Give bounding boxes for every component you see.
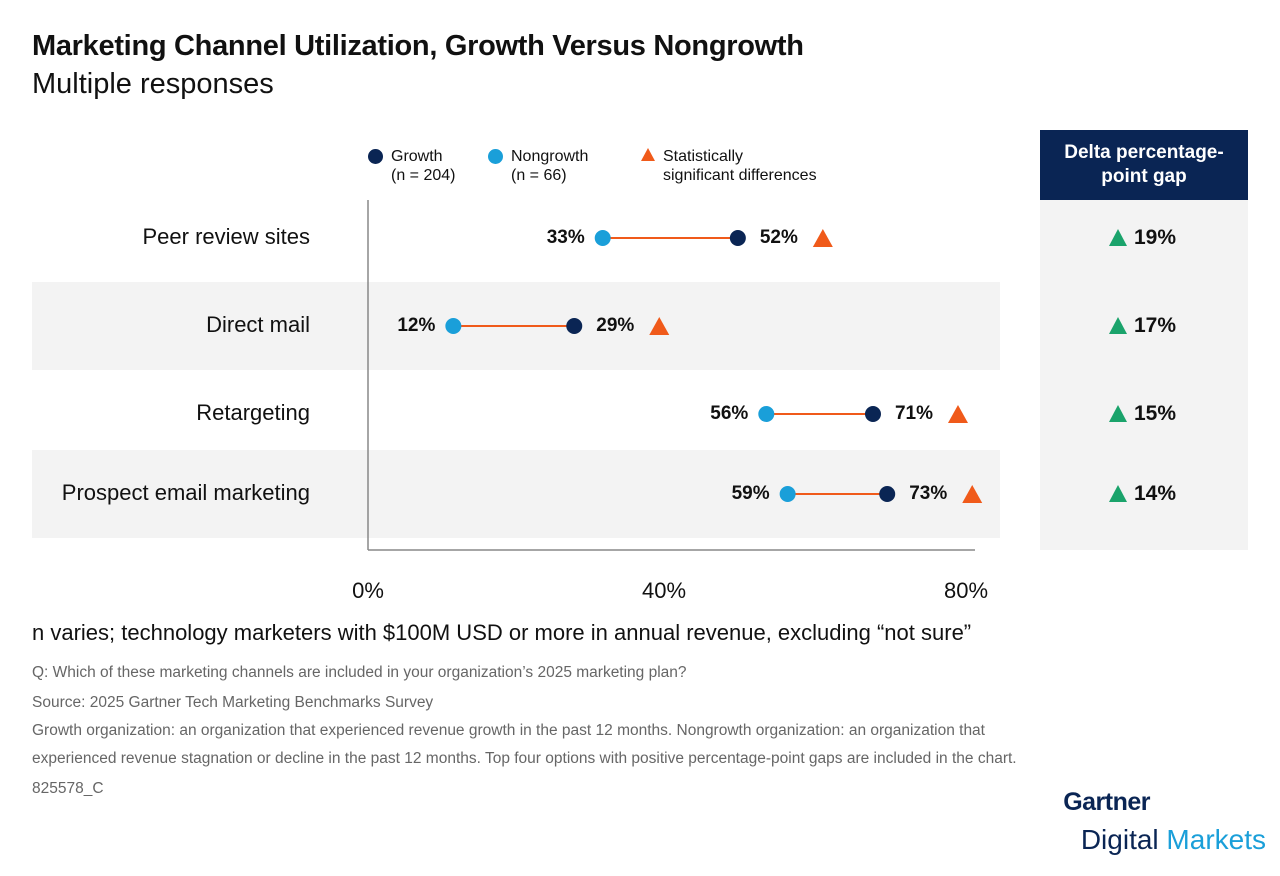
growth-dot xyxy=(879,486,896,502)
delta-up-triangle xyxy=(1109,317,1127,334)
delta-header-text: Delta percentage-point gap xyxy=(1064,142,1224,187)
delta-header: Delta percentage-point gap xyxy=(1040,130,1248,200)
delta-up-triangle xyxy=(1109,405,1127,422)
chart-title: Marketing Channel Utilization, Growth Ve… xyxy=(32,30,804,62)
growth-dot xyxy=(729,230,746,246)
significance-triangle xyxy=(649,317,670,335)
chart-subtitle: Multiple responses xyxy=(32,68,274,100)
delta-up-triangle xyxy=(1109,485,1127,502)
category-label: Peer review sites xyxy=(142,224,310,249)
note-source: Source: 2025 Gartner Tech Marketing Benc… xyxy=(32,694,434,711)
growth-dot xyxy=(566,318,583,334)
nongrowth-dot-icon xyxy=(488,149,503,164)
nongrowth-dot xyxy=(779,486,796,502)
x-tick-label: 40% xyxy=(641,578,687,603)
legend-growth-n: (n = 204) xyxy=(391,167,456,184)
legend-growth-label: Growth xyxy=(391,148,443,165)
category-label: Prospect email marketing xyxy=(61,480,310,505)
growth-value-label: 29% xyxy=(596,315,635,336)
significance-triangle xyxy=(947,405,968,423)
delta-marks xyxy=(1100,200,1140,550)
growth-dot xyxy=(864,406,881,422)
nongrowth-value-label: 12% xyxy=(397,315,436,336)
significance-triangle xyxy=(812,229,833,247)
legend-growth: Growth (n = 204) xyxy=(368,147,455,185)
delta-value: 14% xyxy=(1134,482,1177,505)
nongrowth-dot xyxy=(445,318,462,334)
footnote: n varies; technology marketers with $100… xyxy=(32,620,972,645)
triangle-icon xyxy=(641,148,655,161)
growth-value-label: 52% xyxy=(759,227,798,248)
growth-value-label: 73% xyxy=(909,483,948,504)
legend-significant: Statistically significant differences xyxy=(640,147,817,185)
logo-digital: Digital xyxy=(1080,824,1159,855)
significance-triangle xyxy=(962,485,983,503)
delta-value: 15% xyxy=(1134,402,1177,425)
note-id: 825578_C xyxy=(32,780,104,797)
chart-axes xyxy=(367,200,983,551)
note-definition: Growth organization: an organization tha… xyxy=(32,722,985,739)
note-definition-2: experienced revenue stagnation or declin… xyxy=(32,750,1017,767)
delta-triangles xyxy=(1109,229,1127,502)
logo-gartner: Gartner xyxy=(1063,788,1150,816)
category-label: Direct mail xyxy=(206,312,310,337)
growth-dot-icon xyxy=(368,149,383,164)
delta-up-triangle xyxy=(1109,229,1127,246)
nongrowth-value-label: 56% xyxy=(710,403,749,424)
category-label: Retargeting xyxy=(196,400,310,425)
legend-nongrowth-label: Nongrowth xyxy=(511,148,589,165)
nongrowth-dot xyxy=(594,230,611,246)
x-tick-label: 0% xyxy=(352,578,384,603)
legend-nongrowth-n: (n = 66) xyxy=(511,167,567,184)
legend-nongrowth: Nongrowth (n = 66) xyxy=(488,147,588,185)
note-question: Q: Which of these marketing channels are… xyxy=(32,664,687,681)
x-tick-label: 80% xyxy=(943,578,989,603)
legend-significant-label-2: significant differences xyxy=(663,167,817,184)
nongrowth-value-label: 33% xyxy=(546,227,585,248)
legend-significant-label: Statistically xyxy=(663,148,744,165)
logo-markets: Markets xyxy=(1166,824,1266,855)
logo-digital-markets: Digital Markets xyxy=(1081,824,1266,856)
nongrowth-value-label: 59% xyxy=(731,483,770,504)
delta-panel xyxy=(1040,200,1248,550)
growth-value-label: 71% xyxy=(894,403,934,424)
nongrowth-dot xyxy=(758,406,775,422)
delta-value: 17% xyxy=(1134,314,1177,337)
delta-value: 19% xyxy=(1134,226,1177,249)
